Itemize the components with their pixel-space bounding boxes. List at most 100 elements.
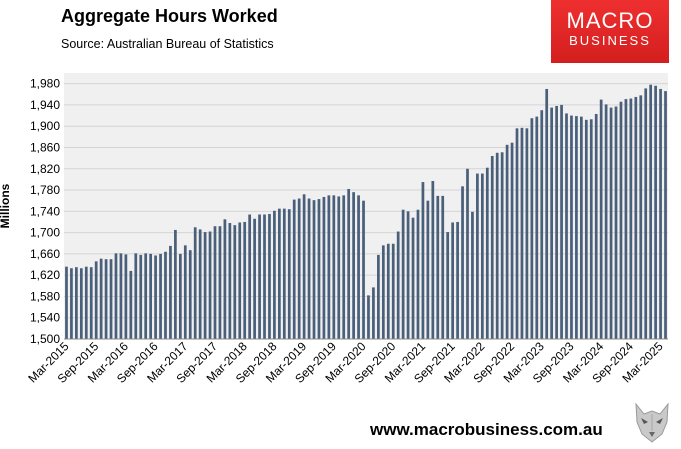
bar bbox=[426, 200, 430, 339]
bar bbox=[178, 253, 182, 339]
bar bbox=[70, 268, 73, 339]
bar bbox=[119, 253, 123, 339]
y-tick-label: 1,860 bbox=[30, 140, 60, 154]
bar bbox=[372, 287, 375, 339]
bar bbox=[476, 173, 479, 339]
bar bbox=[594, 113, 598, 340]
bar bbox=[589, 119, 593, 339]
bar bbox=[203, 232, 207, 339]
y-tick-label: 1,540 bbox=[30, 311, 60, 325]
bar bbox=[446, 232, 450, 339]
bar bbox=[332, 195, 336, 339]
y-tick-label: 1,620 bbox=[30, 268, 60, 282]
bar bbox=[649, 84, 653, 339]
y-tick-label: 1,740 bbox=[30, 204, 60, 218]
bar bbox=[282, 208, 286, 339]
bar bbox=[65, 266, 68, 339]
bar bbox=[243, 221, 247, 339]
logo-line-1: MACRO bbox=[566, 8, 654, 33]
bar bbox=[198, 229, 202, 339]
bar bbox=[273, 210, 276, 339]
bar bbox=[505, 144, 509, 339]
bar bbox=[268, 213, 271, 339]
bar bbox=[134, 253, 138, 339]
chart-subtitle: Source: Australian Bureau of Statistics bbox=[61, 37, 274, 51]
bars bbox=[65, 84, 667, 340]
macrobusiness-logo: MACRO BUSINESS bbox=[551, 0, 669, 63]
x-axis: Mar-2015Sep-2015Mar-2016Sep-2016Mar-2017… bbox=[25, 338, 668, 386]
bar bbox=[391, 243, 395, 339]
bar bbox=[169, 245, 172, 339]
bar bbox=[495, 152, 499, 339]
y-axis-label: Millions bbox=[0, 183, 12, 228]
bar bbox=[307, 198, 311, 339]
bar bbox=[436, 195, 440, 339]
bar bbox=[278, 208, 281, 339]
bar bbox=[188, 250, 192, 339]
bar bbox=[614, 106, 618, 340]
bar bbox=[75, 267, 78, 339]
bar bbox=[377, 254, 380, 339]
bar bbox=[218, 226, 222, 339]
bar bbox=[456, 221, 459, 339]
bar bbox=[386, 243, 390, 339]
y-tick-label: 1,580 bbox=[30, 289, 60, 303]
bar bbox=[599, 99, 603, 339]
bar bbox=[584, 119, 588, 339]
bar bbox=[208, 231, 212, 339]
bar bbox=[570, 115, 573, 339]
bar bbox=[99, 258, 103, 339]
bar bbox=[193, 227, 197, 339]
bar bbox=[629, 98, 633, 339]
bar bbox=[525, 128, 529, 339]
bar bbox=[624, 99, 628, 339]
bar bbox=[659, 88, 662, 340]
bar bbox=[396, 231, 400, 339]
bar bbox=[580, 116, 583, 340]
bar bbox=[94, 261, 98, 339]
bar bbox=[114, 253, 118, 339]
logo-line-2: BUSINESS bbox=[569, 33, 651, 48]
bar bbox=[654, 85, 657, 340]
bar bbox=[317, 199, 321, 339]
bar bbox=[471, 211, 474, 339]
bar bbox=[480, 173, 484, 339]
bar bbox=[619, 101, 623, 339]
bar bbox=[416, 209, 420, 339]
bar bbox=[312, 200, 316, 339]
bar bbox=[530, 118, 534, 339]
bar bbox=[213, 226, 217, 339]
bar bbox=[609, 107, 613, 339]
bar bbox=[149, 253, 152, 339]
bar bbox=[322, 196, 326, 339]
y-tick-label: 1,700 bbox=[30, 226, 60, 240]
bar bbox=[367, 295, 370, 339]
bar bbox=[639, 95, 643, 339]
bar bbox=[89, 267, 93, 339]
bar bbox=[139, 254, 143, 339]
bar bbox=[337, 196, 341, 339]
bar bbox=[421, 182, 425, 339]
bar bbox=[174, 229, 177, 339]
bar bbox=[297, 198, 301, 339]
bar bbox=[154, 255, 157, 339]
bar bbox=[253, 218, 256, 339]
bar bbox=[466, 168, 469, 339]
bar bbox=[560, 104, 563, 339]
y-tick-label: 1,820 bbox=[30, 162, 60, 176]
bar bbox=[555, 105, 558, 339]
bar bbox=[129, 270, 133, 339]
y-tick-label: 1,980 bbox=[30, 77, 60, 91]
y-tick-label: 1,500 bbox=[30, 332, 60, 346]
website-url[interactable]: www.macrobusiness.com.au bbox=[370, 420, 603, 439]
bar bbox=[406, 211, 410, 339]
bar bbox=[258, 214, 261, 339]
bar bbox=[228, 223, 232, 339]
bar bbox=[144, 253, 148, 339]
bar bbox=[159, 253, 162, 339]
bar bbox=[411, 217, 415, 339]
bar bbox=[124, 254, 128, 339]
bar bbox=[238, 222, 242, 339]
bar bbox=[263, 214, 266, 339]
bar bbox=[565, 113, 568, 340]
